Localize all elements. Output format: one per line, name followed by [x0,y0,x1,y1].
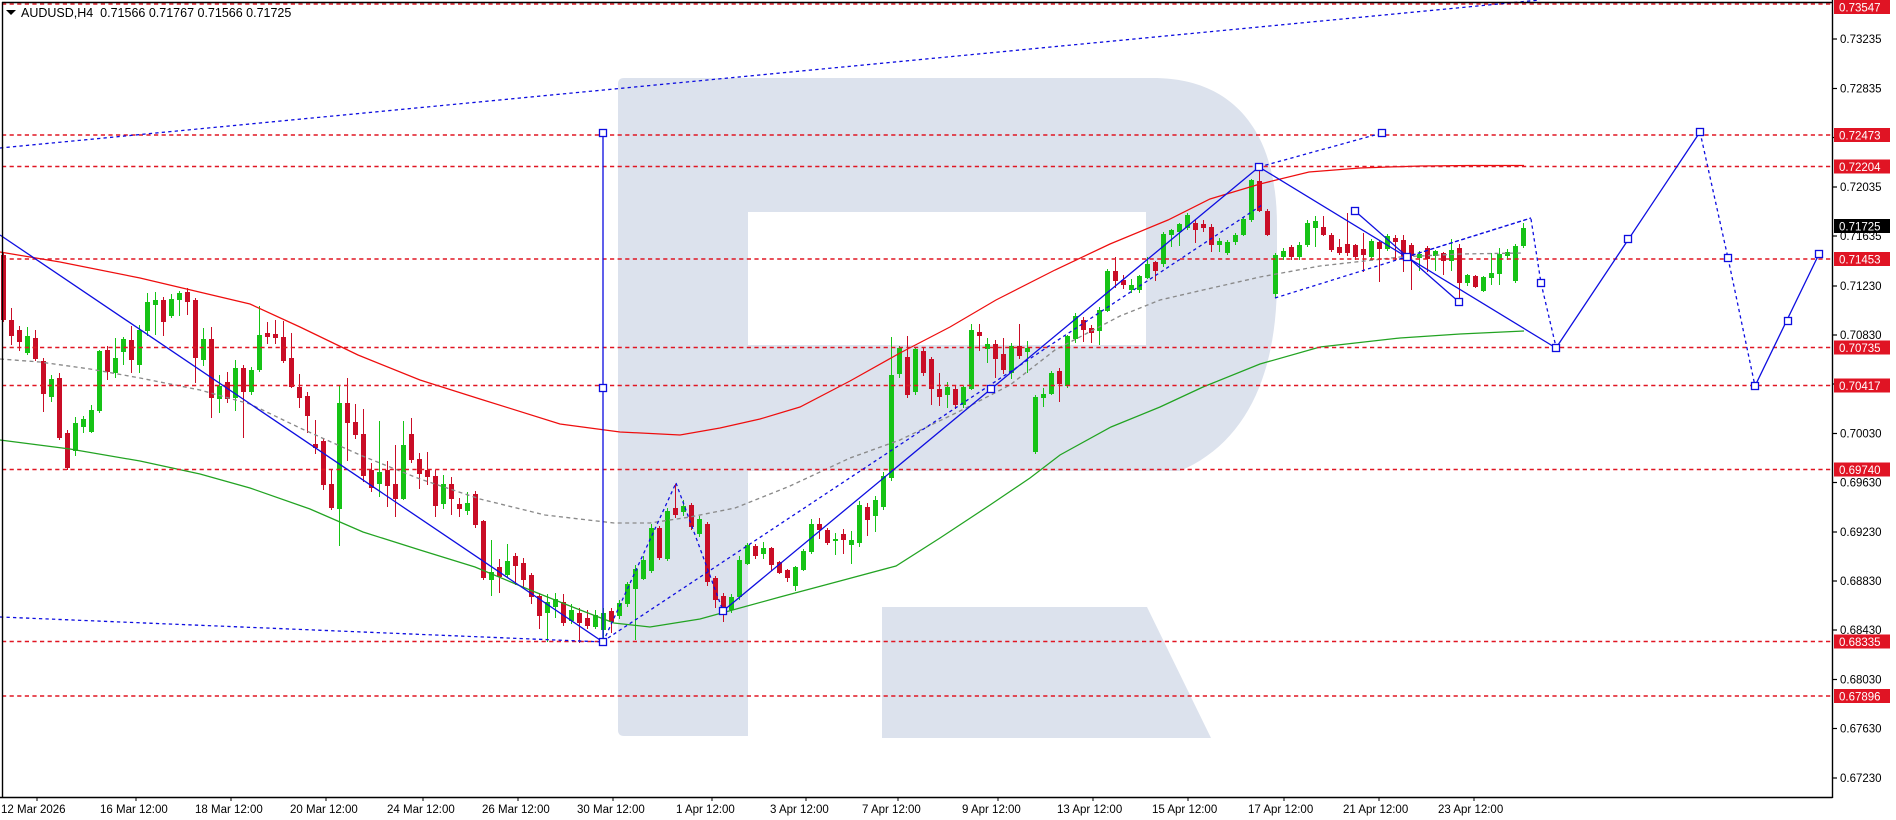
svg-text:23 Apr 12:00: 23 Apr 12:00 [1438,804,1503,816]
svg-text:0.68430: 0.68430 [1840,625,1882,637]
svg-text:30 Mar 12:00: 30 Mar 12:00 [577,804,645,816]
svg-text:1 Apr 12:00: 1 Apr 12:00 [676,804,735,816]
svg-text:AUDUSD,H4 0.71566 0.71767 0.7: AUDUSD,H4 0.71566 0.71767 0.71566 0.7172… [21,6,291,20]
svg-text:0.72473: 0.72473 [1839,131,1881,143]
svg-text:0.72035: 0.72035 [1840,182,1882,194]
svg-text:0.70735: 0.70735 [1839,343,1881,355]
svg-text:24 Mar 12:00: 24 Mar 12:00 [387,804,455,816]
svg-text:15 Apr 12:00: 15 Apr 12:00 [1152,804,1217,816]
svg-text:0.69740: 0.69740 [1839,465,1881,477]
svg-text:0.68335: 0.68335 [1839,637,1881,649]
svg-text:3 Apr 12:00: 3 Apr 12:00 [770,804,829,816]
svg-text:0.69630: 0.69630 [1840,478,1882,490]
svg-text:0.73235: 0.73235 [1840,34,1882,46]
svg-text:0.71635: 0.71635 [1840,231,1882,243]
svg-text:0.67230: 0.67230 [1840,773,1882,785]
svg-text:13 Apr 12:00: 13 Apr 12:00 [1057,804,1122,816]
svg-text:0.73547: 0.73547 [1839,3,1881,15]
svg-text:0.67896: 0.67896 [1839,692,1881,704]
svg-text:20 Mar 12:00: 20 Mar 12:00 [290,804,358,816]
svg-text:26 Mar 12:00: 26 Mar 12:00 [482,804,550,816]
svg-text:0.68030: 0.68030 [1840,675,1882,687]
svg-text:0.72204: 0.72204 [1839,162,1881,174]
svg-text:0.72835: 0.72835 [1840,84,1882,96]
svg-text:0.71725: 0.71725 [1839,222,1881,234]
svg-text:12 Mar 2026: 12 Mar 2026 [1,804,66,816]
svg-text:0.69230: 0.69230 [1840,527,1882,539]
svg-text:17 Apr 12:00: 17 Apr 12:00 [1248,804,1313,816]
svg-text:0.68830: 0.68830 [1840,576,1882,588]
svg-text:9 Apr 12:00: 9 Apr 12:00 [962,804,1021,816]
svg-text:0.70030: 0.70030 [1840,429,1882,441]
svg-text:21 Apr 12:00: 21 Apr 12:00 [1343,804,1408,816]
svg-text:16 Mar 12:00: 16 Mar 12:00 [100,804,168,816]
svg-text:0.71230: 0.71230 [1840,281,1882,293]
svg-text:18 Mar 12:00: 18 Mar 12:00 [195,804,263,816]
svg-text:0.67630: 0.67630 [1840,724,1882,736]
svg-text:0.71453: 0.71453 [1839,255,1881,267]
svg-text:0.70417: 0.70417 [1839,381,1881,393]
svg-text:0.70830: 0.70830 [1840,330,1882,342]
svg-text:7 Apr 12:00: 7 Apr 12:00 [862,804,921,816]
